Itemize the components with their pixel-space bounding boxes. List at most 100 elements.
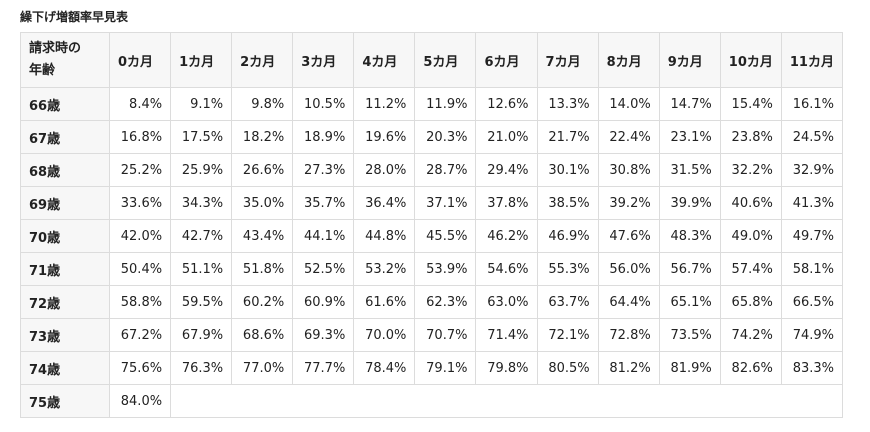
row-label: 67歳 — [20, 120, 110, 154]
rate-cell: 76.3% — [170, 351, 233, 385]
rate-cell: 34.3% — [170, 186, 233, 220]
rate-cell: 70.0% — [353, 318, 416, 352]
rate-cell: 32.2% — [719, 153, 782, 187]
row-label: 75歳 — [20, 384, 110, 418]
rate-cell: 14.0% — [597, 87, 660, 121]
rate-cell: 83.3% — [780, 351, 844, 385]
rate-cell: 39.2% — [597, 186, 660, 220]
rate-cell: 48.3% — [658, 219, 721, 253]
rate-cell: 53.2% — [353, 252, 416, 286]
table-row: 69歳 33.6% 34.3% 35.0% 35.7% 36.4% 37.1% 37.8% 38… — [20, 186, 844, 220]
rate-cell: 56.7% — [658, 252, 721, 286]
rate-cell: 37.1% — [414, 186, 477, 220]
rate-cell: 65.1% — [658, 285, 721, 319]
rate-cell: 68.6% — [231, 318, 294, 352]
rate-cell: 73.5% — [658, 318, 721, 352]
rate-cell: 79.1% — [414, 351, 477, 385]
rate-cell: 17.5% — [170, 120, 233, 154]
rate-cell: 66.5% — [780, 285, 844, 319]
rate-cell: 33.6% — [108, 186, 172, 220]
rate-cell: 78.4% — [353, 351, 416, 385]
rate-cell: 49.0% — [719, 219, 782, 253]
rate-cell: 51.8% — [231, 252, 294, 286]
rate-cell: 28.7% — [414, 153, 477, 187]
rate-cell: 23.8% — [719, 120, 782, 154]
table-row: 70歳 42.0% 42.7% 43.4% 44.1% 44.8% 45.5% 46.2% 46… — [20, 219, 844, 253]
row-label: 70歳 — [20, 219, 110, 253]
rate-cell: 16.8% — [108, 120, 172, 154]
rate-cell: 65.8% — [719, 285, 782, 319]
rate-cell: 31.5% — [658, 153, 721, 187]
table-row: 72歳 58.8% 59.5% 60.2% 60.9% 61.6% 62.3% 63.0% 63… — [20, 285, 844, 319]
rate-cell: 81.9% — [658, 351, 721, 385]
rate-cell: 58.8% — [108, 285, 172, 319]
column-header: 10カ月 — [719, 32, 782, 88]
rate-cell: 36.4% — [353, 186, 416, 220]
rate-cell: 20.3% — [414, 120, 477, 154]
rate-cell: 50.4% — [108, 252, 172, 286]
rate-cell: 55.3% — [536, 252, 599, 286]
rate-cell: 35.0% — [231, 186, 294, 220]
rate-cell: 42.7% — [170, 219, 233, 253]
rate-cell: 47.6% — [597, 219, 660, 253]
rate-cell: 16.1% — [780, 87, 844, 121]
rate-cell: 30.1% — [536, 153, 599, 187]
table-row: 67歳 16.8% 17.5% 18.2% 18.9% 19.6% 20.3% 21.0% 21… — [20, 120, 844, 154]
rate-cell: 45.5% — [414, 219, 477, 253]
rate-cell: 28.0% — [353, 153, 416, 187]
row-label: 73歳 — [20, 318, 110, 352]
rate-cell: 29.4% — [475, 153, 538, 187]
rate-cell: 43.4% — [231, 219, 294, 253]
rate-cell: 18.2% — [231, 120, 294, 154]
rate-cell: 79.8% — [475, 351, 538, 385]
rate-cell: 32.9% — [780, 153, 844, 187]
rate-cell: 60.9% — [292, 285, 355, 319]
rate-cell: 63.0% — [475, 285, 538, 319]
row-label: 66歳 — [20, 87, 110, 121]
rate-cell: 30.8% — [597, 153, 660, 187]
column-header: 9カ月 — [658, 32, 721, 88]
rate-cell: 46.9% — [536, 219, 599, 253]
corner-cell: 請求時の 年齢 — [20, 32, 110, 88]
rate-cell: 62.3% — [414, 285, 477, 319]
row-label: 69歳 — [20, 186, 110, 220]
corner-line: 年齢 — [29, 63, 56, 78]
rate-cell: 53.9% — [414, 252, 477, 286]
rate-cell: 22.4% — [597, 120, 660, 154]
rate-cell: 52.5% — [292, 252, 355, 286]
rate-cell: 40.6% — [719, 186, 782, 220]
rate-table: 請求時の 年齢 0カ月 1カ月 2カ月 3カ月 4カ月 5カ月 6カ月 7カ月 8カ月 9カ月 10カ… — [20, 32, 844, 418]
rate-cell: 37.8% — [475, 186, 538, 220]
rate-cell: 42.0% — [108, 219, 172, 253]
rate-cell: 82.6% — [719, 351, 782, 385]
rate-cell: 23.1% — [658, 120, 721, 154]
rate-cell: 77.0% — [231, 351, 294, 385]
column-header: 5カ月 — [414, 32, 477, 88]
rate-cell: 58.1% — [780, 252, 844, 286]
rate-cell: 61.6% — [353, 285, 416, 319]
rate-cell: 19.6% — [353, 120, 416, 154]
rate-cell: 13.3% — [536, 87, 599, 121]
table-row: 74歳 75.6% 76.3% 77.0% 77.7% 78.4% 79.1% 79.8% 80… — [20, 351, 844, 385]
rate-cell: 9.1% — [170, 87, 233, 121]
column-header: 0カ月 — [108, 32, 172, 88]
header-row: 請求時の 年齢 0カ月 1カ月 2カ月 3カ月 4カ月 5カ月 6カ月 7カ月 8カ月 9カ月 10カ… — [20, 32, 844, 88]
rate-cell: 41.3% — [780, 186, 844, 220]
rate-cell: 27.3% — [292, 153, 355, 187]
column-header: 11カ月 — [780, 32, 844, 88]
rate-cell: 44.1% — [292, 219, 355, 253]
empty-cell — [170, 384, 843, 418]
rate-cell: 49.7% — [780, 219, 844, 253]
rate-cell: 74.9% — [780, 318, 844, 352]
rate-cell: 12.6% — [475, 87, 538, 121]
table-row: 73歳 67.2% 67.9% 68.6% 69.3% 70.0% 70.7% 71.4% 72… — [20, 318, 844, 352]
corner-line: 請求時の — [29, 41, 82, 56]
rate-cell: 64.4% — [597, 285, 660, 319]
rate-cell: 11.9% — [414, 87, 477, 121]
rate-cell: 59.5% — [170, 285, 233, 319]
rate-cell: 81.2% — [597, 351, 660, 385]
rate-cell: 14.7% — [658, 87, 721, 121]
column-header: 2カ月 — [231, 32, 294, 88]
column-header: 4カ月 — [353, 32, 416, 88]
